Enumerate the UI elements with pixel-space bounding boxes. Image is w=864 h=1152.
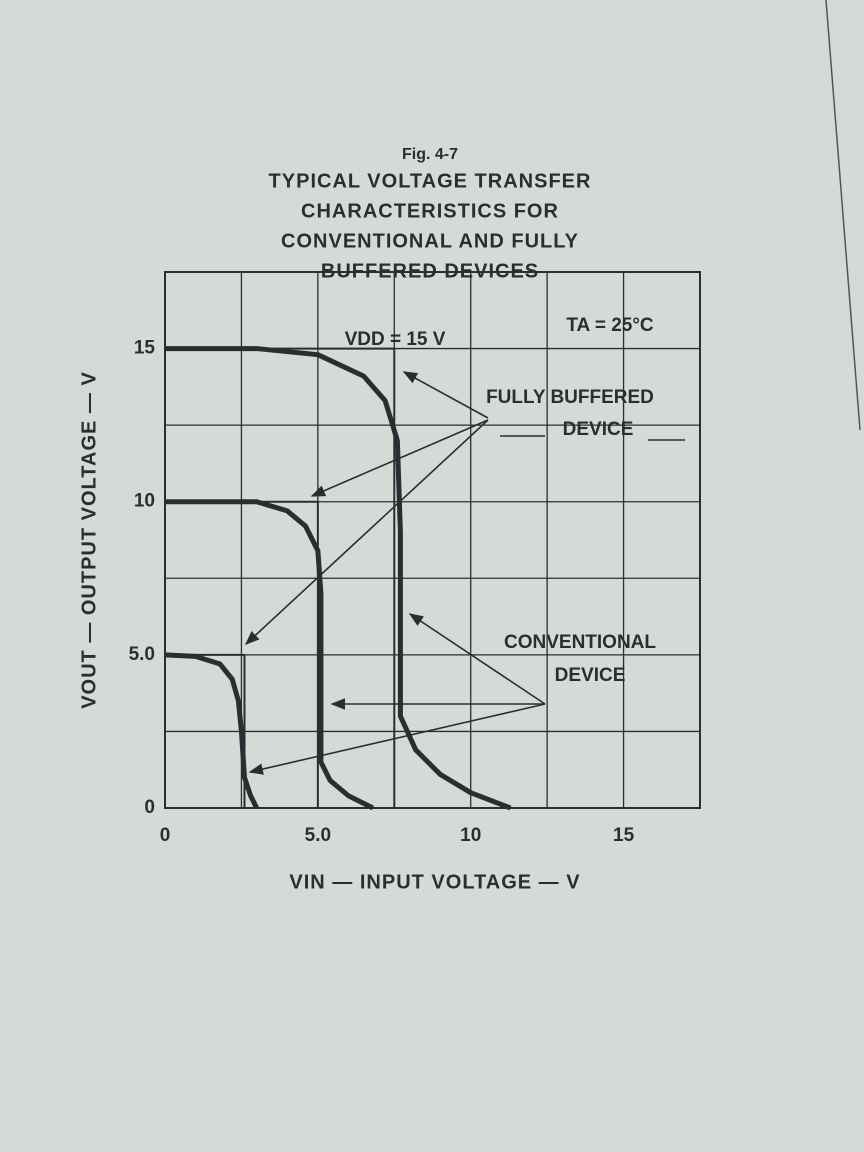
plot-frame (164, 271, 701, 809)
transfer-curve (165, 499, 375, 811)
x-tick-label: 10 (460, 825, 481, 846)
figure-number: Fig. 4-7 (402, 146, 458, 163)
x-tick-label: 15 (613, 825, 635, 846)
y-tick-label: 0 (144, 797, 155, 818)
transfer-curve (165, 653, 246, 808)
transfer-curve (164, 652, 259, 810)
transfer-curve (165, 346, 512, 811)
y-tick-label: 15 (134, 338, 156, 359)
y-axis-label: VOUT — OUTPUT VOLTAGE — V (78, 371, 100, 709)
transfer-curve (165, 347, 396, 808)
annotation: TA = 25°C (566, 315, 654, 336)
annotation: CONVENTIONAL (504, 632, 656, 653)
annotation: DEVICE (563, 419, 634, 440)
y-tick-label: 10 (134, 491, 155, 512)
y-tick-label: 5.0 (129, 644, 155, 665)
x-axis-label: VIN — INPUT VOLTAGE — V (289, 871, 580, 893)
page-edge (825, 0, 861, 431)
annotation: VDD = 15 V (345, 329, 446, 350)
arrows (244, 371, 685, 775)
title-line: CONVENTIONAL AND FULLY (281, 230, 579, 252)
x-tick-label: 0 (160, 825, 171, 846)
title-line: TYPICAL VOLTAGE TRANSFER (269, 170, 592, 192)
annotation: DEVICE (555, 665, 626, 686)
annotation: FULLY BUFFERED (486, 387, 654, 408)
x-tick-label: 5.0 (305, 825, 331, 846)
transfer-curve (165, 500, 319, 808)
title-line: CHARACTERISTICS FOR (301, 200, 559, 222)
